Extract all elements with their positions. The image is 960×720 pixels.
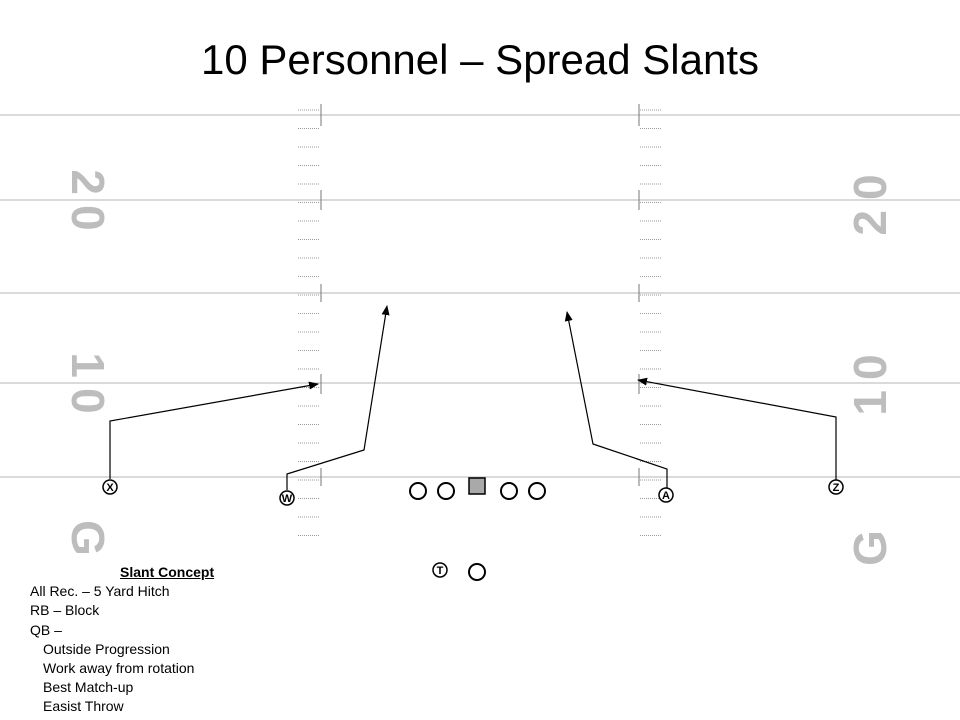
qb-point: Work away from rotation (43, 660, 195, 677)
yard-number-right-goal: G (844, 520, 896, 566)
player-z: Z (828, 479, 844, 495)
notes-heading: Slant Concept (120, 564, 215, 580)
offensive-line (409, 477, 546, 500)
route-w (286, 305, 390, 490)
qb-point: Easist Throw (43, 698, 124, 715)
player-t-label: T (437, 565, 444, 577)
player-x-label: X (106, 482, 114, 494)
center (468, 477, 486, 495)
player-a: A (658, 487, 674, 503)
yard-number-left-goal: G (62, 520, 114, 566)
player-x: X (102, 479, 118, 495)
notes-line: All Rec. – 5 Yard Hitch (30, 583, 170, 600)
hash-marks (298, 104, 662, 536)
qb-point: Outside Progression (43, 640, 170, 657)
route-a (564, 311, 668, 488)
tackle-right (528, 482, 546, 500)
yard-number-left-10: 10 (62, 352, 114, 423)
player-w: W (279, 490, 295, 506)
notes-line: QB – (30, 621, 62, 638)
tackle-left (409, 482, 427, 500)
route-x (109, 381, 319, 479)
player-a-label: A (662, 490, 670, 502)
player-z-label: Z (833, 482, 840, 494)
yard-number-right-20: 20 (844, 164, 896, 235)
guard-right (500, 482, 518, 500)
diagram-title: 10 Personnel – Spread Slants (200, 36, 760, 83)
play-notes: Slant Concept All Rec. – 5 Yard Hitch RB… (30, 563, 214, 717)
player-w-circle (279, 490, 295, 506)
yard-lines (0, 114, 960, 478)
player-z-circle (828, 479, 844, 495)
player-a-circle (658, 487, 674, 503)
guard-left (437, 482, 455, 500)
player-w-label: W (282, 493, 293, 505)
quarterback (468, 563, 486, 581)
yard-number-left-20: 20 (62, 169, 114, 240)
yard-number-right-10: 10 (844, 344, 896, 415)
player-x-circle (102, 479, 118, 495)
player-t: T (432, 562, 448, 578)
player-t-circle (432, 562, 448, 578)
notes-line: RB – Block (30, 602, 100, 619)
routes (109, 305, 837, 490)
route-z (637, 377, 837, 481)
qb-point: Best Match-up (43, 679, 134, 696)
